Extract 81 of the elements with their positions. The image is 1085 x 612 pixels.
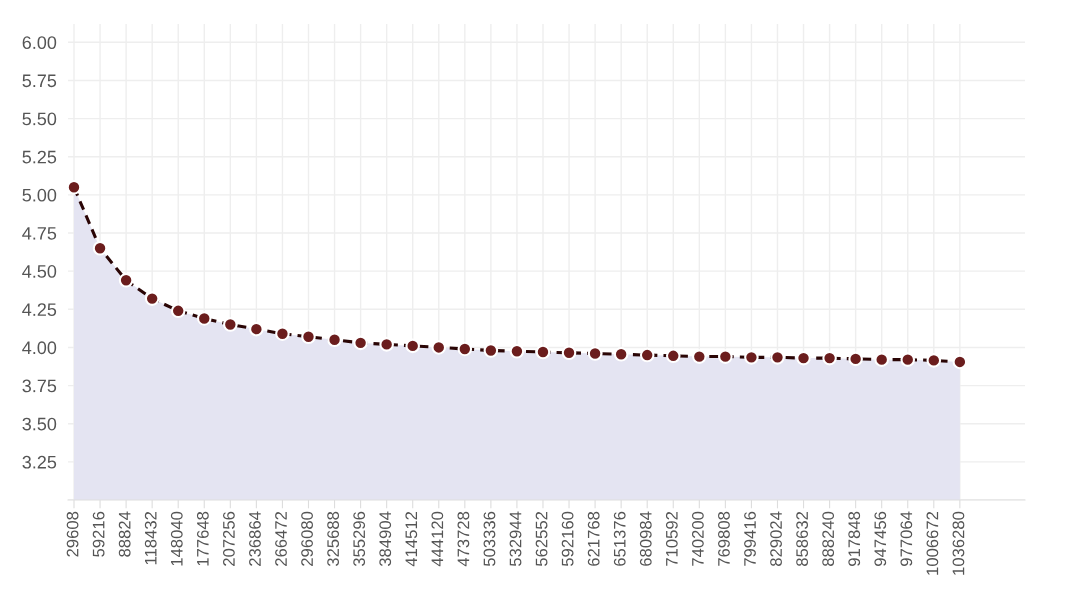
x-tick-label: 947456 (874, 511, 887, 566)
point (170, 303, 186, 319)
point (509, 343, 525, 359)
y-tick-label: 5.25 (22, 150, 57, 164)
point (431, 340, 447, 355)
x-tick-label: 355296 (353, 511, 366, 567)
point (874, 352, 889, 367)
x-tick-label: 236864 (249, 511, 261, 566)
x-tick-label: 414512 (405, 511, 418, 567)
y-tick-label: 4.75 (22, 227, 57, 240)
x-tick-label: 177648 (196, 511, 209, 566)
point (665, 348, 681, 364)
x-tick-label: 621768 (587, 511, 600, 566)
x-tick-label: 444120 (431, 511, 444, 567)
point (926, 353, 942, 368)
x-tick-label: 148040 (170, 511, 183, 566)
x-tick-label: 296080 (301, 511, 313, 566)
x-tick-label: 888240 (822, 511, 835, 566)
y-tick-label: 3.25 (22, 455, 57, 469)
x-tick-label: 592160 (561, 511, 574, 567)
x-tick-label: 503336 (483, 511, 496, 567)
x-tick-label: 88824 (118, 511, 131, 557)
x-tick-label: 29608 (66, 511, 79, 557)
x-tick-label: 740200 (691, 511, 704, 566)
x-tick-label: 710592 (665, 511, 678, 566)
point (275, 326, 290, 341)
point (613, 347, 629, 362)
point (796, 350, 811, 366)
point (744, 350, 759, 365)
y-tick-label: 5.00 (22, 188, 57, 202)
point (353, 335, 368, 351)
x-tick-label: 384904 (379, 511, 392, 567)
point (68, 179, 82, 195)
x-tick-label: 680984 (639, 511, 652, 566)
point (223, 317, 238, 332)
point (405, 338, 420, 354)
y-tick-label: 4.50 (22, 265, 57, 278)
y-tick-label: 5.50 (22, 112, 57, 126)
point (535, 344, 551, 360)
x-tick-label: 325688 (327, 511, 340, 567)
y-tick-label: 4.25 (22, 303, 57, 317)
point (92, 240, 108, 256)
x-tick-label: 977064 (900, 511, 913, 566)
y-tick-label: 6.00 (22, 36, 57, 50)
point (770, 350, 785, 365)
point (692, 349, 707, 364)
y-tick-label: 3.50 (22, 417, 57, 431)
x-tick-label: 799416 (744, 511, 756, 566)
x-tick-label: 1036280 (952, 511, 965, 575)
x-tick-label: 118432 (144, 511, 157, 565)
x-tick-label: 917848 (848, 511, 861, 566)
y-tick-label: 5.75 (22, 74, 57, 88)
x-tick-label: 829024 (770, 511, 782, 566)
point (561, 345, 577, 361)
point (483, 343, 499, 358)
x-tick-label: 473728 (457, 511, 470, 567)
point (639, 347, 655, 363)
point (196, 311, 212, 326)
point (379, 337, 394, 352)
x-tick-label: 59216 (92, 511, 105, 557)
x-tick-label: 532944 (509, 511, 522, 567)
x-tick-label: 769808 (718, 511, 730, 566)
point (301, 329, 316, 345)
x-tick-label: 207256 (222, 511, 235, 566)
x-tick-label: 858632 (796, 511, 809, 566)
point (118, 273, 134, 288)
point (587, 346, 603, 361)
x-tick-label: 651376 (613, 511, 626, 566)
point (718, 349, 733, 364)
x-tick-label: 562552 (535, 511, 548, 567)
point (822, 350, 837, 366)
point (848, 351, 863, 367)
x-tick-label: 1006672 (926, 511, 939, 575)
point (900, 352, 916, 367)
point (327, 332, 342, 348)
y-tick-label: 4.00 (22, 341, 57, 355)
point (249, 321, 264, 337)
point (457, 341, 473, 357)
point (144, 291, 160, 306)
x-tick-label: 266472 (275, 511, 287, 566)
y-tick-label: 3.75 (22, 379, 57, 393)
